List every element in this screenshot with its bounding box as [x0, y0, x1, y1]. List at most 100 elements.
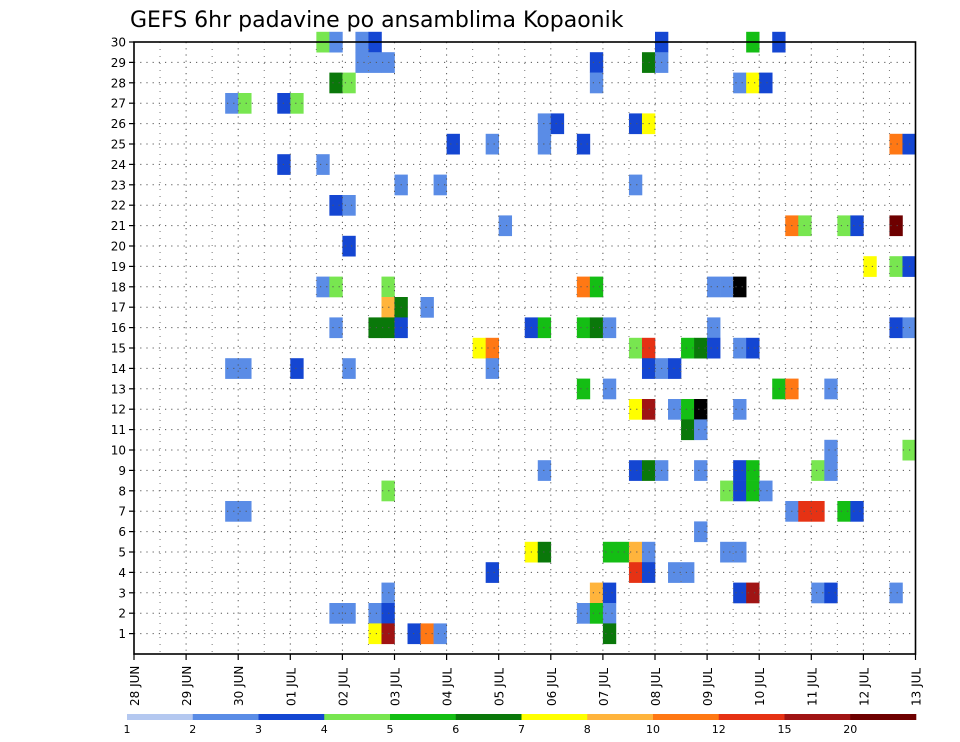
data-cell — [628, 337, 643, 359]
data-cell — [342, 195, 356, 216]
data-cell — [733, 276, 747, 298]
data-cell — [342, 235, 356, 257]
data-cell — [433, 174, 447, 196]
chart-title: GEFS 6hr padavine po ansamblima Kopaonik — [130, 8, 624, 33]
y-tick-label: 30 — [111, 36, 126, 50]
x-tick-label: 03 JUL — [389, 668, 403, 706]
data-cell — [628, 460, 643, 481]
y-tick-label: 21 — [111, 219, 126, 233]
legend-label: 2 — [189, 723, 196, 736]
data-cell — [576, 276, 591, 298]
y-tick-label: 26 — [111, 117, 126, 131]
y-tick-label: 28 — [111, 76, 126, 90]
data-cell — [589, 603, 604, 624]
legend-color-swatch — [127, 714, 194, 720]
data-cell — [225, 501, 239, 522]
data-cell — [733, 337, 747, 359]
legend-color-swatch — [390, 714, 457, 720]
y-tick-label: 20 — [111, 240, 126, 254]
data-cell — [628, 113, 643, 135]
data-cell — [433, 623, 447, 645]
data-cell — [733, 582, 747, 604]
data-cell — [707, 317, 721, 339]
y-tick-label: 1 — [118, 627, 126, 641]
legend-color-swatch — [324, 714, 391, 720]
y-tick-label: 4 — [118, 566, 126, 580]
x-tick-label: 12 JUL — [857, 668, 871, 706]
x-tick-label: 06 JUL — [545, 668, 559, 706]
x-tick-label: 01 JUL — [284, 668, 298, 706]
data-cell — [381, 52, 395, 73]
data-cell — [238, 358, 252, 379]
data-cell — [342, 603, 356, 624]
y-axis-ticks: 1234567891011121314151617181920212223242… — [111, 36, 134, 641]
data-cell — [811, 501, 825, 522]
grid-lines — [134, 41, 916, 654]
data-cell — [733, 399, 747, 420]
data-cell — [355, 52, 369, 73]
data-cell — [381, 317, 395, 339]
y-tick-label: 14 — [111, 362, 126, 376]
data-cell — [329, 603, 343, 624]
data-cell — [329, 72, 343, 94]
data-cell — [368, 52, 382, 73]
y-tick-label: 8 — [118, 484, 126, 498]
data-cell — [837, 501, 851, 522]
y-tick-label: 25 — [111, 138, 126, 152]
data-cell — [368, 603, 382, 624]
data-cell — [446, 133, 460, 155]
data-cell — [602, 378, 617, 400]
y-tick-label: 22 — [111, 199, 126, 213]
data-cell — [889, 215, 903, 237]
color-legend: 1 2 3 4 5 6 7 8 10 12 15 20 — [124, 714, 917, 736]
data-cell — [537, 133, 552, 155]
data-cell — [576, 378, 591, 400]
data-cell — [668, 358, 682, 379]
data-cell — [485, 562, 499, 583]
data-cell — [342, 72, 356, 94]
y-tick-label: 18 — [111, 280, 126, 294]
data-cell — [694, 460, 708, 481]
data-cell — [485, 337, 499, 359]
data-cell — [746, 72, 760, 94]
data-cell — [290, 358, 304, 379]
x-tick-label: 02 JUL — [336, 668, 350, 706]
data-cell — [733, 72, 747, 94]
legend-label: 15 — [778, 723, 792, 736]
data-cell — [694, 399, 708, 420]
data-cell — [381, 297, 395, 318]
data-cell — [602, 582, 617, 604]
data-cell — [316, 276, 330, 298]
y-tick-label: 15 — [111, 342, 126, 356]
data-cell — [576, 133, 591, 155]
legend-label: 4 — [321, 723, 328, 736]
data-cell — [798, 501, 812, 522]
data-cell — [485, 358, 499, 379]
x-tick-label: 11 JUL — [805, 668, 819, 706]
data-cell — [707, 276, 721, 298]
data-cell — [238, 501, 252, 522]
data-cell — [420, 297, 434, 318]
legend-label: 5 — [387, 723, 394, 736]
legend-color-swatch — [718, 714, 785, 720]
data-cell — [889, 133, 903, 155]
x-tick-label: 07 JUL — [597, 668, 611, 706]
data-cell — [694, 521, 708, 543]
data-cell — [589, 582, 604, 604]
data-cell — [225, 358, 239, 379]
data-cell — [824, 582, 838, 604]
data-cell — [576, 603, 591, 624]
y-tick-label: 12 — [111, 403, 126, 417]
data-cell — [225, 93, 239, 114]
data-cell — [290, 93, 304, 114]
data-cell — [238, 93, 252, 114]
y-tick-label: 9 — [118, 464, 126, 478]
data-cell — [589, 276, 604, 298]
y-tick-label: 6 — [118, 525, 126, 539]
data-cell — [537, 317, 552, 339]
legend-label: 7 — [518, 723, 525, 736]
legend-label: 6 — [452, 723, 459, 736]
data-cell — [889, 582, 903, 604]
data-cell — [550, 113, 565, 135]
x-tick-label: 10 JUL — [753, 668, 767, 706]
